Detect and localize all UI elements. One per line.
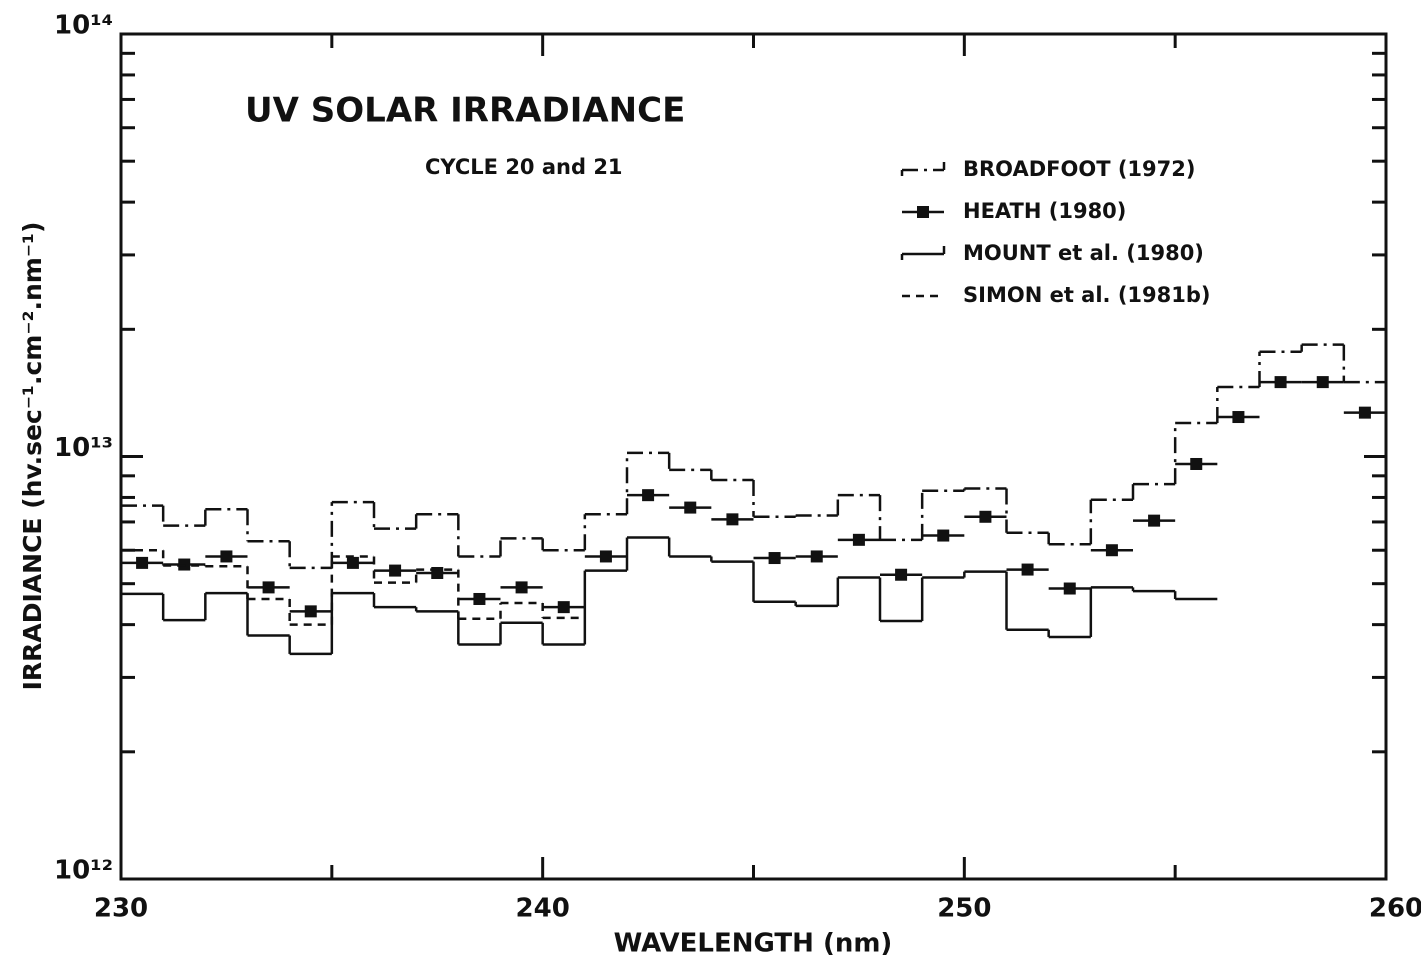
heath-marker	[262, 581, 275, 594]
heath-marker	[937, 529, 950, 542]
heath-marker	[557, 601, 570, 614]
plot-frame	[119, 32, 1388, 881]
heath-marker	[895, 568, 908, 581]
chart-title: UV SOLAR IRRADIANCE	[245, 91, 685, 131]
chart-subtitle: CYCLE 20 and 21	[425, 155, 623, 179]
heath-marker	[684, 501, 697, 514]
heath-marker	[1232, 411, 1245, 424]
heath-marker	[1316, 376, 1329, 389]
heath-marker	[136, 556, 149, 569]
heath-marker	[1021, 563, 1034, 576]
heath-marker	[1190, 457, 1203, 470]
heath-marker	[473, 592, 486, 605]
legend-label: SIMON et al. (1981b)	[963, 283, 1211, 307]
heath-marker	[304, 605, 317, 618]
heath-marker	[642, 489, 655, 502]
x-axis-label: WAVELENGTH (nm)	[614, 929, 893, 959]
x-tick-label: 260	[1369, 894, 1421, 924]
y-axis-label: IRRADIANCE (hv.sec⁻¹.cm⁻².nm⁻¹)	[18, 222, 47, 691]
legend-label: BROADFOOT (1972)	[963, 157, 1195, 181]
heath-marker	[389, 564, 402, 577]
heath-marker	[726, 513, 739, 526]
heath-marker	[852, 533, 865, 546]
y-tick-label: 10¹²	[54, 856, 113, 886]
x-tick-label: 250	[937, 894, 991, 924]
x-tick-label: 230	[94, 894, 148, 924]
legend-marker	[917, 206, 929, 218]
heath-marker	[346, 556, 359, 569]
heath-marker	[1148, 514, 1161, 527]
heath-marker	[768, 552, 781, 565]
heath-marker	[1358, 406, 1371, 419]
heath-marker	[979, 510, 992, 523]
legend-label: MOUNT et al. (1980)	[963, 241, 1204, 265]
heath-marker	[1063, 582, 1076, 595]
heath-marker	[599, 550, 612, 563]
legend-label: HEATH (1980)	[963, 199, 1126, 223]
heath-marker	[1274, 376, 1287, 389]
heath-marker	[810, 550, 823, 563]
x-tick-label: 240	[516, 894, 570, 924]
y-tick-label: 10¹⁴	[54, 11, 113, 41]
y-tick-label: 10¹³	[54, 433, 113, 463]
heath-marker	[515, 581, 528, 594]
heath-marker	[1105, 544, 1118, 557]
heath-marker	[220, 550, 233, 563]
